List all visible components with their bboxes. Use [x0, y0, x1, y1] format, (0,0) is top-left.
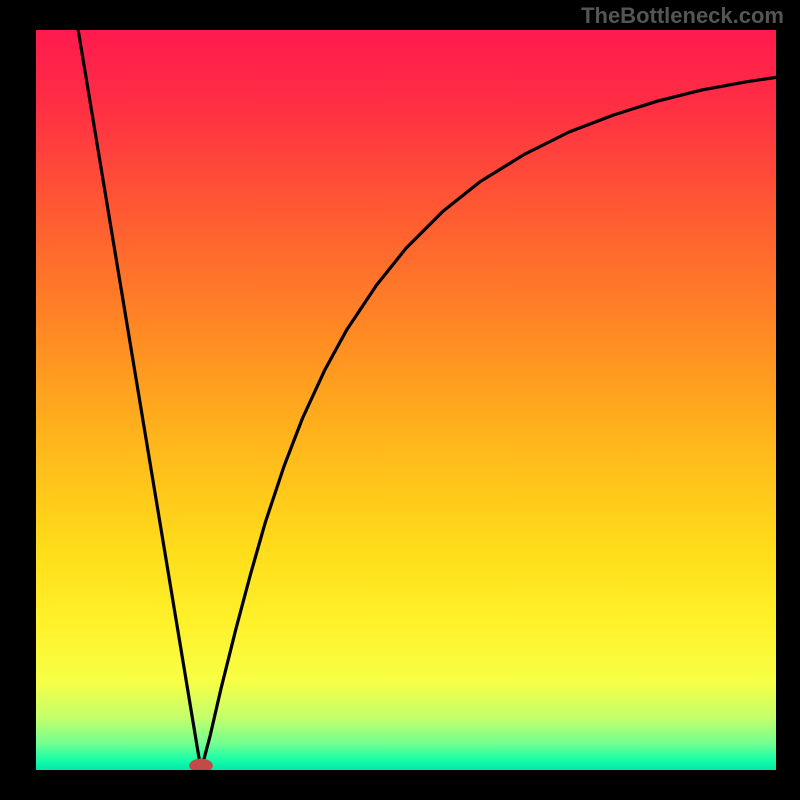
attribution-text: TheBottleneck.com: [581, 3, 784, 29]
figure-root: TheBottleneck.com: [0, 0, 800, 800]
plot-area: [36, 30, 776, 770]
plot-background-gradient: [36, 30, 776, 770]
